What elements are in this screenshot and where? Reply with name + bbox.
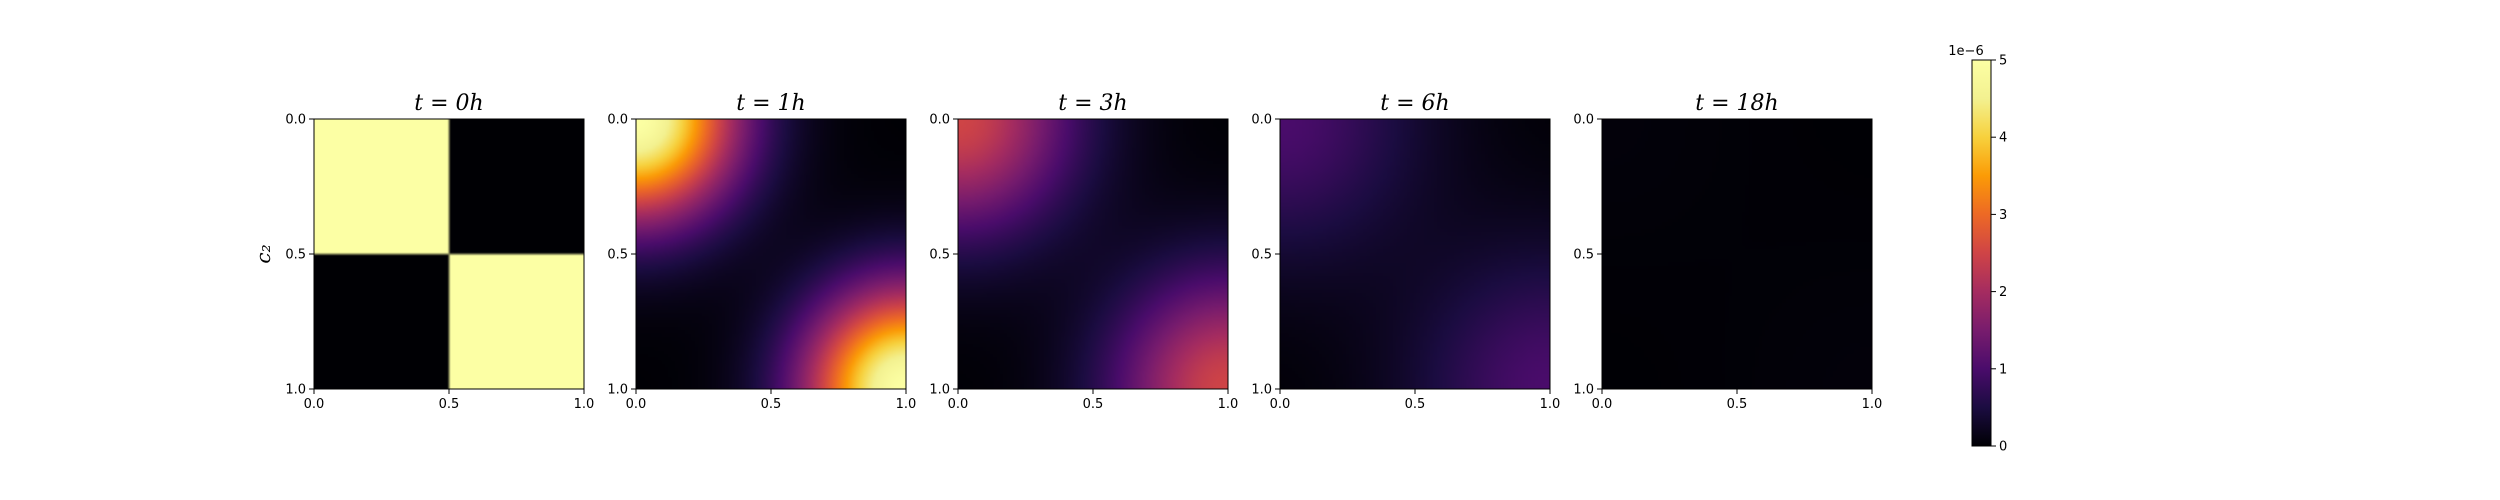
heatmap-panel: t = 3h0.0 0.5 1.00.00.51.0 bbox=[929, 91, 1238, 412]
heatmap-panel: t = 0h0.0 0.5 1.00.00.51.0 bbox=[285, 91, 594, 412]
y-tick-label: 0.0 bbox=[1573, 113, 1594, 128]
x-tick-label: 0.0 bbox=[1592, 397, 1613, 412]
x-tick-label: 0.5 bbox=[1727, 397, 1748, 412]
colorbar-tick-label: 0 bbox=[1999, 440, 2007, 455]
x-tick-label: 1.0 bbox=[1540, 397, 1561, 412]
x-tick-label: 1.0 bbox=[574, 397, 595, 412]
y-tick-label: 1.0 bbox=[929, 383, 950, 398]
heatmap-image bbox=[314, 119, 584, 389]
heatmap-image bbox=[1280, 119, 1550, 389]
x-tick-label: 0.0 bbox=[1270, 397, 1291, 412]
panel-title: t = 3h bbox=[1058, 91, 1127, 116]
colorbar-exponent-label: 1e−6 bbox=[1948, 44, 1983, 59]
panel-title: t = 1h bbox=[736, 91, 805, 116]
panel-title: t = 18h bbox=[1695, 91, 1778, 116]
x-tick-label: 0.5 bbox=[1405, 397, 1426, 412]
y-tick-label: 1.0 bbox=[1251, 383, 1272, 398]
x-tick-label: 0.5 bbox=[1083, 397, 1104, 412]
y-tick-label: 0.5 bbox=[1251, 248, 1272, 263]
y-tick-label: 0.5 bbox=[929, 248, 950, 263]
y-tick-label: 0.0 bbox=[285, 113, 306, 128]
colorbar-tick-label: 1 bbox=[1999, 362, 2007, 377]
y-axis-label: c₂ bbox=[251, 244, 275, 263]
colorbar: 1e−6 0 1 2 3 4 5 bbox=[1948, 44, 2007, 455]
y-tick-label: 1.0 bbox=[607, 383, 628, 398]
colorbar-tick-label: 4 bbox=[1999, 131, 2007, 146]
y-tick-label: 1.0 bbox=[1573, 383, 1594, 398]
heatmap-panel: t = 1h0.0 0.5 1.00.00.51.0 bbox=[607, 91, 916, 412]
y-tick-label: 0.5 bbox=[1573, 248, 1594, 263]
y-tick-label: 0.0 bbox=[929, 113, 950, 128]
panel-title: t = 0h bbox=[414, 91, 483, 116]
x-tick-label: 1.0 bbox=[1862, 397, 1883, 412]
heatmap-panel: t = 6h0.0 0.5 1.00.00.51.0 bbox=[1251, 91, 1560, 412]
x-tick-label: 0.5 bbox=[439, 397, 460, 412]
colorbar-ticks: 0 1 2 3 4 5 bbox=[1991, 54, 2007, 455]
heatmap-image bbox=[1602, 119, 1872, 389]
colorbar-gradient bbox=[1971, 59, 1992, 447]
y-tick-label: 0.0 bbox=[607, 113, 628, 128]
x-tick-label: 0.0 bbox=[626, 397, 647, 412]
x-tick-label: 1.0 bbox=[896, 397, 917, 412]
y-tick-label: 1.0 bbox=[285, 383, 306, 398]
x-tick-label: 0.0 bbox=[304, 397, 325, 412]
colorbar-tick-label: 2 bbox=[1999, 285, 2007, 300]
y-tick-label: 0.5 bbox=[607, 248, 628, 263]
colorbar-tick-label: 3 bbox=[1999, 208, 2007, 223]
x-tick-label: 1.0 bbox=[1218, 397, 1239, 412]
x-tick-label: 0.0 bbox=[948, 397, 969, 412]
x-tick-label: 0.5 bbox=[761, 397, 782, 412]
heatmap-image bbox=[958, 119, 1228, 389]
y-tick-label: 0.5 bbox=[285, 248, 306, 263]
colorbar-tick-label: 5 bbox=[1999, 54, 2007, 69]
panels: t = 0h0.0 0.5 1.00.00.51.0t = 1h0.0 0.5 1.00… bbox=[285, 91, 1882, 412]
heatmap-image bbox=[636, 119, 906, 389]
panel-title: t = 6h bbox=[1380, 91, 1449, 116]
y-tick-label: 0.0 bbox=[1251, 113, 1272, 128]
